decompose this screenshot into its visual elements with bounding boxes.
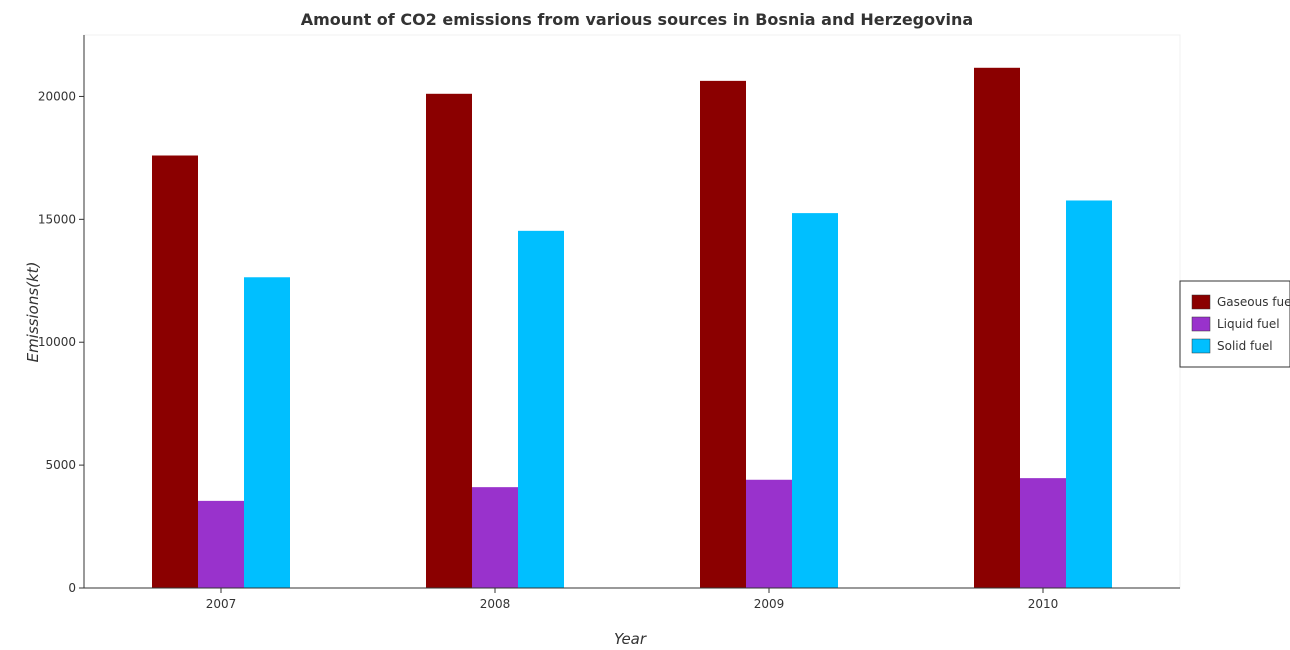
legend-label: Solid fuel [1217,339,1273,353]
legend-swatch [1191,294,1211,310]
x-axis: 2007 2008 2009 2010 [84,587,1180,611]
legend: Gaseous fuel Liquid fuel Solid fuel [1179,280,1290,368]
y-tick-label: 20000 [38,89,76,103]
bar-solid-fuel [518,230,564,588]
bar-gaseous-fuel [700,80,746,589]
y-tick-label: 10000 [38,335,76,349]
bar-liquid-fuel [198,500,244,588]
x-tick-label: 2007 [206,597,237,611]
y-tick-label: 0 [68,581,76,595]
bar-liquid-fuel [746,479,792,588]
x-tick-label: 2010 [1028,597,1059,611]
x-axis-label: Year [614,630,647,648]
legend-swatch [1191,316,1211,332]
bar-gaseous-fuel [974,67,1020,589]
bar-liquid-fuel [1020,478,1066,588]
legend-label: Gaseous fuel [1217,295,1290,309]
x-tick-label: 2009 [754,597,785,611]
bar-gaseous-fuel [426,93,472,589]
chart-title: Amount of CO2 emissions from various sou… [301,10,973,29]
legend-swatch [1191,338,1211,354]
plot-area [83,34,1181,589]
y-tick-label: 5000 [45,458,76,472]
y-axis: 0 5000 10000 15000 20000 [38,35,85,595]
bar-gaseous-fuel [152,155,198,589]
bar-solid-fuel [244,277,290,588]
bar-solid-fuel [792,213,838,588]
bar-liquid-fuel [472,487,518,588]
x-tick-label: 2008 [480,597,511,611]
y-axis-label: Emissions(kt) [24,262,42,363]
bar-solid-fuel [1066,200,1112,588]
legend-label: Liquid fuel [1217,317,1280,331]
y-tick-label: 15000 [38,212,76,226]
